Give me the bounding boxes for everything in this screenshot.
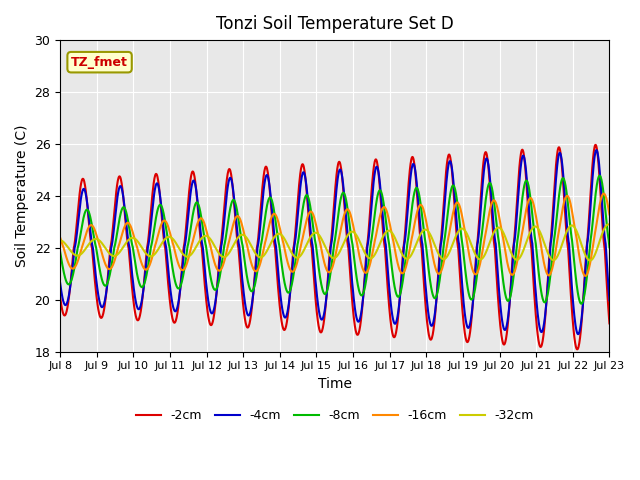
- -4cm: [605, 298, 613, 303]
- -32cm: [56, 237, 64, 243]
- Line: -16cm: -16cm: [60, 193, 609, 276]
- -8cm: [165, 242, 173, 248]
- -16cm: [420, 208, 428, 214]
- -4cm: [420, 262, 428, 267]
- -16cm: [240, 229, 248, 235]
- -4cm: [165, 274, 173, 279]
- -4cm: [492, 240, 500, 246]
- -32cm: [179, 251, 186, 256]
- -2cm: [573, 347, 581, 352]
- -8cm: [240, 252, 248, 257]
- -2cm: [605, 321, 613, 326]
- -8cm: [179, 277, 186, 283]
- -32cm: [420, 227, 428, 233]
- -32cm: [165, 234, 173, 240]
- -16cm: [165, 226, 173, 232]
- Line: -32cm: -32cm: [60, 224, 609, 261]
- -16cm: [492, 200, 500, 205]
- X-axis label: Time: Time: [318, 377, 352, 391]
- -32cm: [492, 227, 500, 232]
- -2cm: [165, 289, 173, 295]
- Line: -4cm: -4cm: [60, 150, 609, 334]
- -2cm: [240, 307, 248, 313]
- -32cm: [240, 232, 248, 238]
- -16cm: [600, 191, 607, 196]
- Text: TZ_fmet: TZ_fmet: [71, 56, 128, 69]
- -32cm: [604, 221, 612, 227]
- -4cm: [574, 331, 582, 337]
- -2cm: [420, 281, 428, 287]
- -32cm: [540, 240, 548, 246]
- -2cm: [540, 326, 548, 332]
- -4cm: [540, 320, 548, 326]
- -4cm: [240, 290, 248, 296]
- Title: Tonzi Soil Temperature Set D: Tonzi Soil Temperature Set D: [216, 15, 454, 33]
- -4cm: [179, 267, 186, 273]
- -2cm: [492, 259, 500, 265]
- Y-axis label: Soil Temperature (C): Soil Temperature (C): [15, 125, 29, 267]
- -8cm: [596, 173, 604, 179]
- -16cm: [582, 273, 589, 279]
- -8cm: [577, 301, 585, 307]
- -2cm: [56, 294, 64, 300]
- -8cm: [420, 228, 428, 234]
- -2cm: [592, 142, 600, 148]
- Line: -8cm: -8cm: [60, 176, 609, 304]
- Line: -2cm: -2cm: [60, 145, 609, 349]
- -4cm: [593, 147, 600, 153]
- -16cm: [540, 261, 548, 267]
- -8cm: [492, 213, 500, 219]
- Legend: -2cm, -4cm, -8cm, -16cm, -32cm: -2cm, -4cm, -8cm, -16cm, -32cm: [131, 405, 539, 428]
- -8cm: [540, 299, 548, 305]
- -2cm: [179, 261, 186, 267]
- -8cm: [56, 249, 64, 255]
- -4cm: [56, 280, 64, 286]
- -32cm: [605, 222, 613, 228]
- -16cm: [179, 267, 186, 273]
- -32cm: [586, 258, 594, 264]
- -16cm: [56, 235, 64, 240]
- -16cm: [605, 212, 613, 217]
- -8cm: [605, 245, 613, 251]
